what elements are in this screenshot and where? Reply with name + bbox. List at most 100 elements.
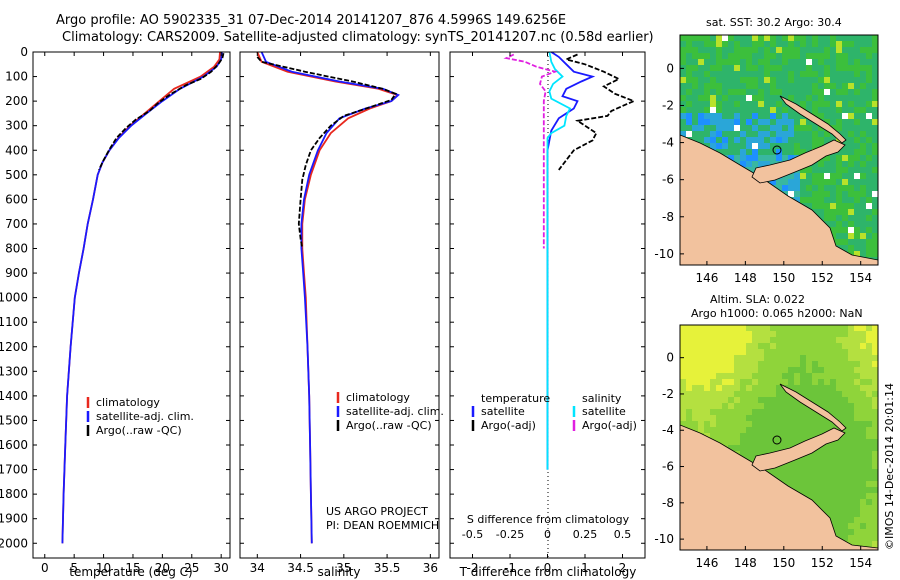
map-cell	[716, 131, 723, 138]
map-cell	[836, 349, 843, 356]
map-cell	[818, 445, 825, 452]
map-cell	[680, 331, 687, 338]
map-cell	[800, 427, 807, 434]
map-cell	[836, 203, 843, 210]
map-cell	[866, 41, 873, 48]
map-cell	[716, 331, 723, 338]
map-cell	[842, 433, 849, 440]
map-cell	[836, 155, 843, 162]
map-cell	[710, 367, 717, 374]
map-cell	[854, 179, 861, 186]
map-cell	[758, 421, 765, 428]
map-cell	[854, 349, 861, 356]
map-cell	[866, 415, 873, 422]
map-cell	[788, 463, 795, 470]
map-cell	[752, 89, 759, 96]
map-cell	[692, 391, 699, 398]
map-cell	[698, 403, 705, 410]
map-cell	[734, 89, 741, 96]
map-cell	[734, 385, 741, 392]
map-cell	[848, 65, 855, 72]
map-cell	[812, 391, 819, 398]
map-cell	[740, 113, 747, 120]
map-cell	[704, 83, 711, 90]
map-cell	[746, 77, 753, 84]
map-cell	[854, 403, 861, 410]
map-y-tick-label: -4	[662, 136, 674, 150]
map-cell	[842, 107, 849, 114]
map-cell	[686, 343, 693, 350]
map-cell	[776, 185, 783, 192]
map-cell	[788, 89, 795, 96]
legend-label-sal-satellite: satellite	[582, 405, 626, 418]
map-cell	[830, 355, 837, 362]
map-cell	[794, 421, 801, 428]
map-cell	[764, 59, 771, 66]
map-cell	[830, 95, 837, 102]
map-cell	[848, 191, 855, 198]
map-cell	[692, 107, 699, 114]
map-cell	[836, 95, 843, 102]
map-cell	[698, 59, 705, 66]
map-cell	[836, 361, 843, 368]
map-cell	[776, 131, 783, 138]
map-cell	[704, 35, 711, 42]
map-cell	[824, 367, 831, 374]
map-cell	[854, 65, 861, 72]
map-cell	[872, 427, 878, 434]
x-tick-label: 0	[544, 561, 552, 575]
map-cell	[782, 469, 789, 476]
map-cell	[842, 167, 849, 174]
map-cell	[716, 113, 723, 120]
figure-title-line1: Argo profile: AO 5902335_31 07-Dec-2014 …	[56, 13, 567, 28]
map-cell	[830, 173, 837, 180]
map-cell	[704, 77, 711, 84]
map-cell	[848, 457, 855, 464]
map-cell	[704, 409, 711, 416]
argo-float-marker	[772, 435, 782, 445]
map-cell	[722, 325, 729, 332]
map-cell	[704, 59, 711, 66]
map-cell	[860, 113, 867, 120]
map-cell	[722, 373, 729, 380]
series-climatology	[256, 52, 400, 544]
map-cell	[812, 349, 819, 356]
map-cell	[818, 95, 825, 102]
map-cell	[794, 355, 801, 362]
map-cell	[812, 203, 819, 210]
map-cell	[680, 361, 687, 368]
map-cell	[848, 349, 855, 356]
map-cell	[824, 215, 831, 222]
x-tick-label: 34	[250, 561, 265, 575]
map-cell	[758, 71, 765, 78]
map-cell	[776, 149, 783, 156]
y-tick-label: 0	[20, 45, 28, 59]
map-cell	[848, 143, 855, 150]
map-cell	[746, 337, 753, 344]
map-cell	[716, 59, 723, 66]
map-cell	[752, 119, 759, 126]
map-cell	[854, 511, 861, 518]
map-cell	[728, 101, 735, 108]
y-tick-label: 700	[5, 217, 28, 231]
map-cell	[782, 349, 789, 356]
map-cell	[860, 215, 867, 222]
figure-title-line2: Climatology: CARS2009. Satellite-adjuste…	[62, 30, 654, 45]
map-cell	[866, 77, 873, 84]
map-cell	[794, 457, 801, 464]
map-cell	[824, 493, 831, 500]
map-cell	[842, 325, 849, 332]
map-cell	[722, 367, 729, 374]
map-cell	[824, 451, 831, 458]
map-cell	[752, 397, 759, 404]
map-cell	[848, 185, 855, 192]
map-cell	[866, 475, 873, 482]
map-cell	[818, 71, 825, 78]
map-cell	[728, 155, 735, 162]
map-cell	[848, 421, 855, 428]
map-cell	[764, 35, 771, 42]
map-cell	[734, 119, 741, 126]
map-cell	[704, 119, 711, 126]
map-cell	[842, 535, 849, 542]
map-cell	[788, 325, 795, 332]
